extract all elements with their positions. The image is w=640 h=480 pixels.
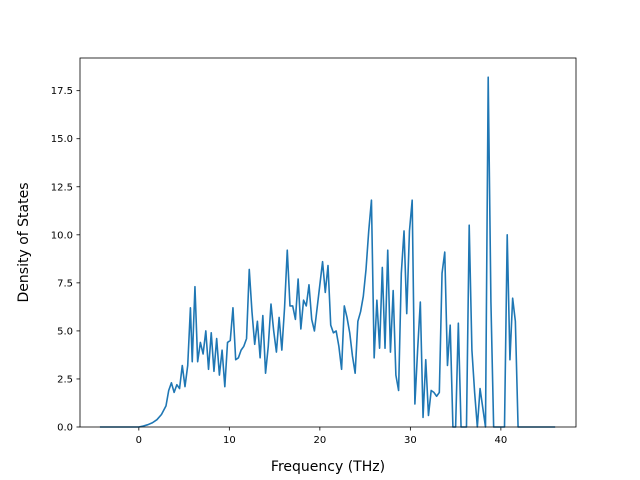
x-tick-label: 10 [223, 435, 236, 446]
y-tick-label: 5.0 [57, 326, 73, 337]
axis-ticks: 0 10 20 30 40 0.0 2.5 5.0 7.5 10.0 12.5 15.0 17.5 [51, 86, 508, 446]
y-tick-label: 2.5 [57, 374, 73, 385]
plot-frame [79, 57, 577, 428]
x-axis-label: Frequency (THz) [271, 459, 385, 475]
y-tick-label: 10.0 [51, 230, 73, 241]
x-tick-label: 30 [404, 435, 417, 446]
y-axis-label: Density of States [16, 183, 32, 303]
y-tick-label: 7.5 [57, 278, 73, 289]
y-tick-label: 12.5 [51, 182, 73, 193]
y-tick-label: 17.5 [51, 86, 73, 97]
x-tick-label: 0 [136, 435, 142, 446]
plot-area [80, 58, 576, 427]
dos-series-line [99, 76, 556, 428]
x-tick-label: 40 [495, 435, 508, 446]
x-tick-label: 20 [313, 435, 326, 446]
y-tick-label: 15.0 [51, 134, 73, 145]
y-tick-label: 0.0 [57, 423, 73, 434]
